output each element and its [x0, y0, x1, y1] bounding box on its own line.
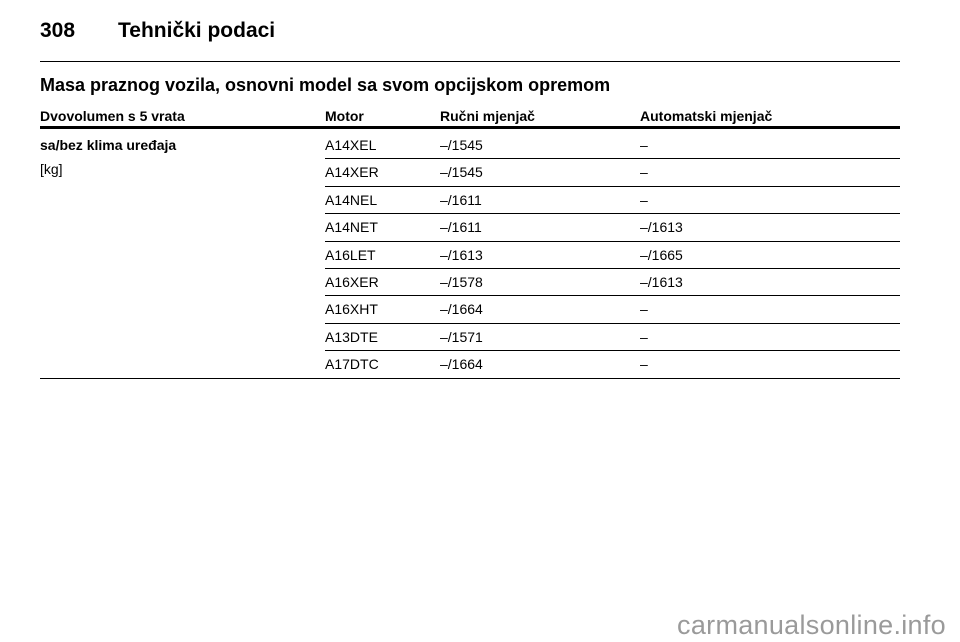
mass-value: –/1613: [440, 246, 483, 263]
column-header: Automatski mjenjač: [640, 108, 773, 124]
engine-code: A13DTE: [325, 328, 378, 345]
row-rule: [325, 158, 900, 159]
row-rule: [325, 186, 900, 187]
mass-value: –/1545: [440, 137, 483, 153]
mass-value: –/1664: [440, 301, 483, 318]
engine-code: A16XER: [325, 274, 379, 290]
row-rule: [325, 213, 900, 214]
mass-value: –: [640, 164, 648, 181]
row-rule: [325, 268, 900, 269]
mass-value: –/1545: [440, 164, 483, 181]
column-header: Motor: [325, 108, 364, 124]
mass-value: –/1664: [440, 356, 483, 373]
engine-code: A14XER: [325, 164, 379, 181]
mass-value: –: [640, 191, 648, 208]
row-rule: [325, 323, 900, 324]
mass-value: –/1611: [440, 219, 482, 236]
mass-value: –: [640, 328, 648, 345]
section-title: Masa praznog vozila, osnovni model sa sv…: [40, 75, 611, 95]
mass-value: –: [640, 137, 648, 153]
engine-code: A14XEL: [325, 137, 377, 153]
mass-value: –/1611: [440, 191, 482, 208]
group-label: sa/bez klima uređaja: [40, 137, 177, 153]
mass-value: –/1571: [440, 328, 483, 345]
header-rule: [40, 61, 900, 62]
page-number: 308: [40, 19, 76, 42]
watermark: carmanualsonline.info: [677, 610, 946, 640]
mass-value: –: [640, 356, 648, 373]
row-rule: [325, 350, 900, 351]
column-header: Ručni mjenjač: [440, 108, 535, 124]
engine-code: A17DTC: [325, 356, 379, 373]
unit-label: [kg]: [40, 161, 63, 177]
column-header: Dvovolumen s 5 vrata: [40, 108, 185, 124]
engine-code: A14NET: [325, 219, 378, 236]
row-rule: [325, 295, 900, 296]
mass-value: –/1665: [640, 246, 683, 263]
engine-code: A16LET: [325, 246, 376, 263]
mass-value: –: [640, 301, 648, 318]
mass-value: –/1613: [640, 219, 683, 236]
mass-value: –/1613: [640, 274, 683, 290]
engine-code: A14NEL: [325, 191, 378, 208]
engine-code: A16XHT: [325, 301, 378, 318]
page-title: Tehnički podaci: [118, 19, 276, 42]
row-rule: [40, 378, 900, 379]
row-rule: [325, 241, 900, 242]
mass-value: –/1578: [440, 274, 483, 290]
table-header-rule: [40, 126, 900, 129]
